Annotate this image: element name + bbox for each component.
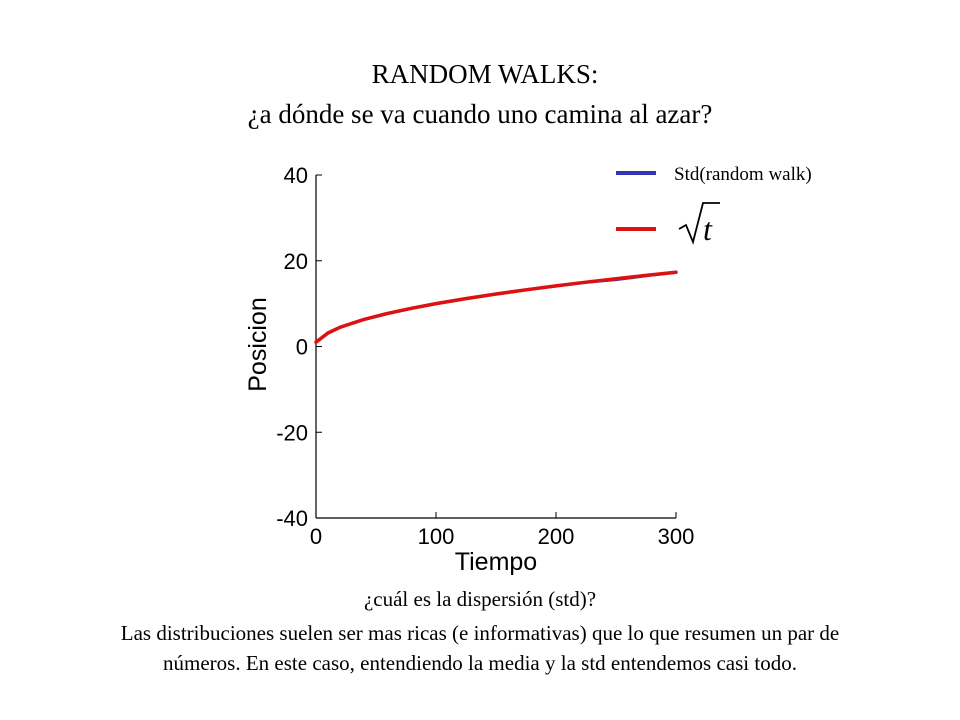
radical-variable: t — [703, 211, 713, 247]
series-line-std — [314, 270, 678, 344]
chart-series — [314, 270, 678, 344]
caption-text-line-1: Las distribuciones suelen ser mas ricas … — [120, 621, 840, 645]
legend-label-sqrt-t: t — [678, 202, 720, 247]
slide-subtitle: ¿a dónde se va cuando uno camina al azar… — [247, 99, 713, 129]
x-tick-label: 300 — [658, 524, 695, 549]
chart-axes: -40 -20 0 20 40 0 100 200 300 Tiempo Posicion — [244, 163, 694, 576]
y-tick-label: -20 — [276, 420, 308, 445]
slide-title: RANDOM WALKS: — [371, 59, 599, 89]
y-axis-label: Posicion — [244, 297, 272, 392]
legend-label-std: Std(random walk) — [674, 164, 812, 185]
x-axis-label: Tiempo — [455, 548, 537, 576]
caption-text-line-2: números. En este caso, entendiendo la me… — [163, 651, 797, 675]
x-tick-label: 200 — [538, 524, 575, 549]
series-line-sqrt-t — [314, 270, 678, 344]
y-tick-label: 40 — [284, 163, 308, 188]
x-tick-label: 100 — [418, 524, 455, 549]
caption-question: ¿cuál es la dispersión (std)? — [363, 587, 597, 611]
radical-sign — [678, 202, 720, 245]
y-tick-label: 0 — [296, 335, 308, 360]
x-tick-label: 0 — [310, 524, 322, 549]
chart-legend: Std(random walk) t — [616, 164, 812, 247]
y-tick-label: -40 — [276, 506, 308, 531]
y-tick-label: 20 — [284, 249, 308, 274]
